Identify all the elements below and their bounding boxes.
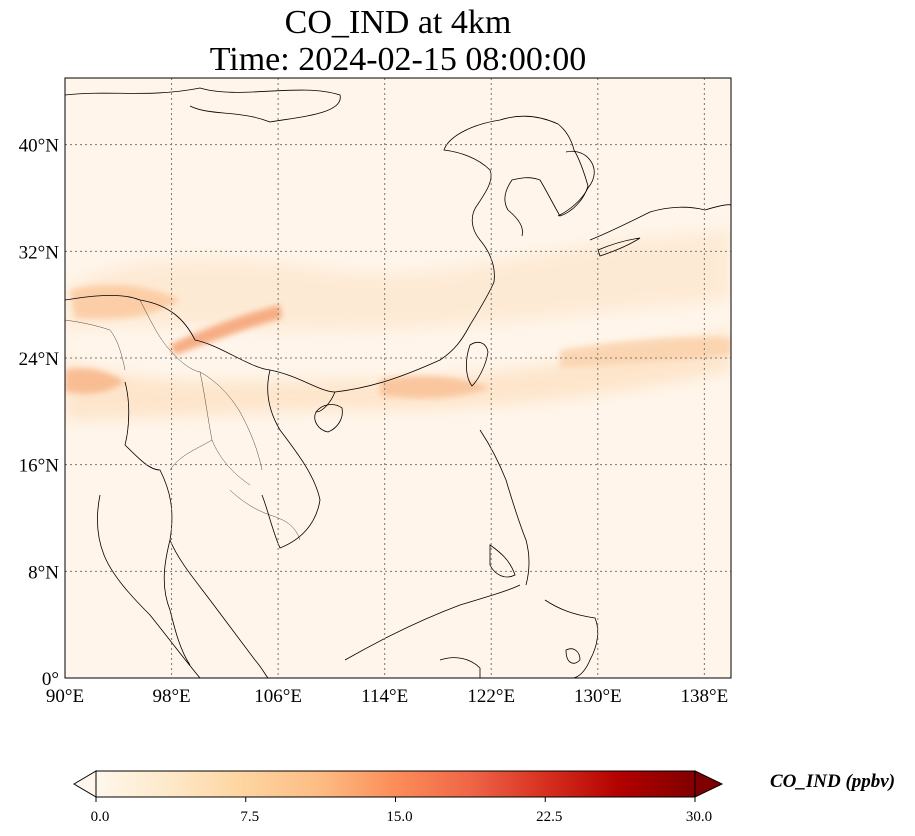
colorbar-tick-label: 30.0	[686, 809, 712, 825]
colorbar-extend-min	[73, 770, 97, 798]
lat-tick-label: 16°N	[19, 456, 60, 477]
lon-tick-label: 106°E	[254, 686, 302, 707]
colorbar-label: CO_IND (ppbv)	[770, 771, 895, 792]
map-title-line2: Time: 2024-02-15 08:00:00	[209, 41, 587, 78]
lat-tick-label: 40°N	[19, 136, 60, 157]
longitude-labels: 90°E 98°E 106°E 114°E 122°E 130°E 138°E	[46, 686, 728, 707]
country-borders	[65, 299, 301, 541]
lat-tick-label: 0°	[42, 669, 59, 690]
coastlines	[65, 87, 731, 678]
map-title-line1: CO_IND at 4km	[284, 4, 512, 41]
latitude-labels: 0° 8°N 16°N 24°N 32°N 40°N	[19, 136, 60, 690]
lat-tick-label: 8°N	[28, 562, 59, 583]
colorbar-tick-label: 7.5	[240, 809, 259, 825]
colorbar: 0.0 7.5 15.0 22.5 30.0 CO_IND (ppbv)	[73, 770, 895, 825]
lon-tick-label: 98°E	[152, 686, 190, 707]
lon-tick-label: 138°E	[681, 686, 729, 707]
colorbar-tick-label: 0.0	[91, 809, 110, 825]
concentration-field	[65, 230, 731, 420]
colorbar-gradient	[96, 771, 695, 797]
colorbar-extend-max	[694, 770, 724, 798]
colorbar-ticks: 0.0 7.5 15.0 22.5 30.0	[91, 797, 712, 825]
gridlines	[65, 78, 731, 678]
colorbar-tick-label: 15.0	[386, 809, 412, 825]
lat-tick-label: 24°N	[19, 349, 60, 370]
lat-tick-label: 32°N	[19, 242, 60, 263]
lon-tick-label: 90°E	[46, 686, 84, 707]
colorbar-tick-label: 22.5	[536, 809, 562, 825]
map-frame	[64, 77, 732, 679]
lon-tick-label: 114°E	[361, 686, 408, 707]
lon-tick-label: 130°E	[574, 686, 622, 707]
map-panel	[65, 78, 731, 678]
lon-tick-label: 122°E	[467, 686, 515, 707]
